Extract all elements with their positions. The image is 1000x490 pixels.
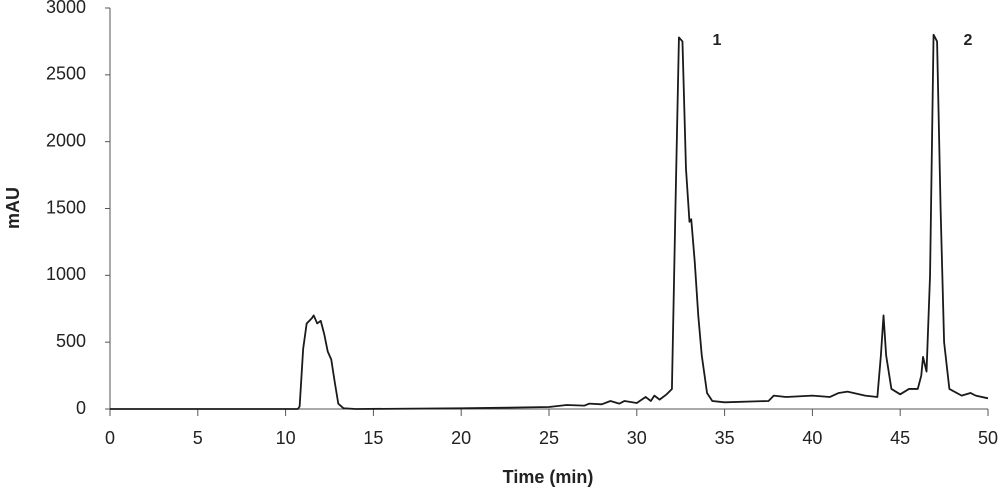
x-tick-label: 15 — [363, 428, 383, 448]
x-tick-label: 25 — [539, 428, 559, 448]
y-tick-label: 3000 — [46, 0, 86, 17]
x-tick-label: 5 — [193, 428, 203, 448]
x-tick-label: 30 — [627, 428, 647, 448]
y-tick-label: 500 — [56, 331, 86, 351]
y-tick-label: 2000 — [46, 130, 86, 150]
x-tick-label: 0 — [105, 428, 115, 448]
trace-line — [110, 33, 989, 410]
x-tick-label: 35 — [715, 428, 735, 448]
y-axis-title: mAU — [3, 187, 23, 229]
x-tick-label: 50 — [978, 428, 998, 448]
y-tick-label: 1000 — [46, 264, 86, 284]
x-tick-label: 10 — [276, 428, 296, 448]
x-tick-label: 40 — [802, 428, 822, 448]
y-tick-label: 2500 — [46, 64, 86, 84]
peak-label: 1 — [713, 32, 722, 49]
x-tick-label: 20 — [451, 428, 471, 448]
y-tick-label: 0 — [76, 398, 86, 418]
peak-label: 2 — [964, 32, 973, 49]
x-axis-title: Time (min) — [503, 467, 594, 487]
y-tick-label: 1500 — [46, 197, 86, 217]
x-tick-label: 45 — [890, 428, 910, 448]
